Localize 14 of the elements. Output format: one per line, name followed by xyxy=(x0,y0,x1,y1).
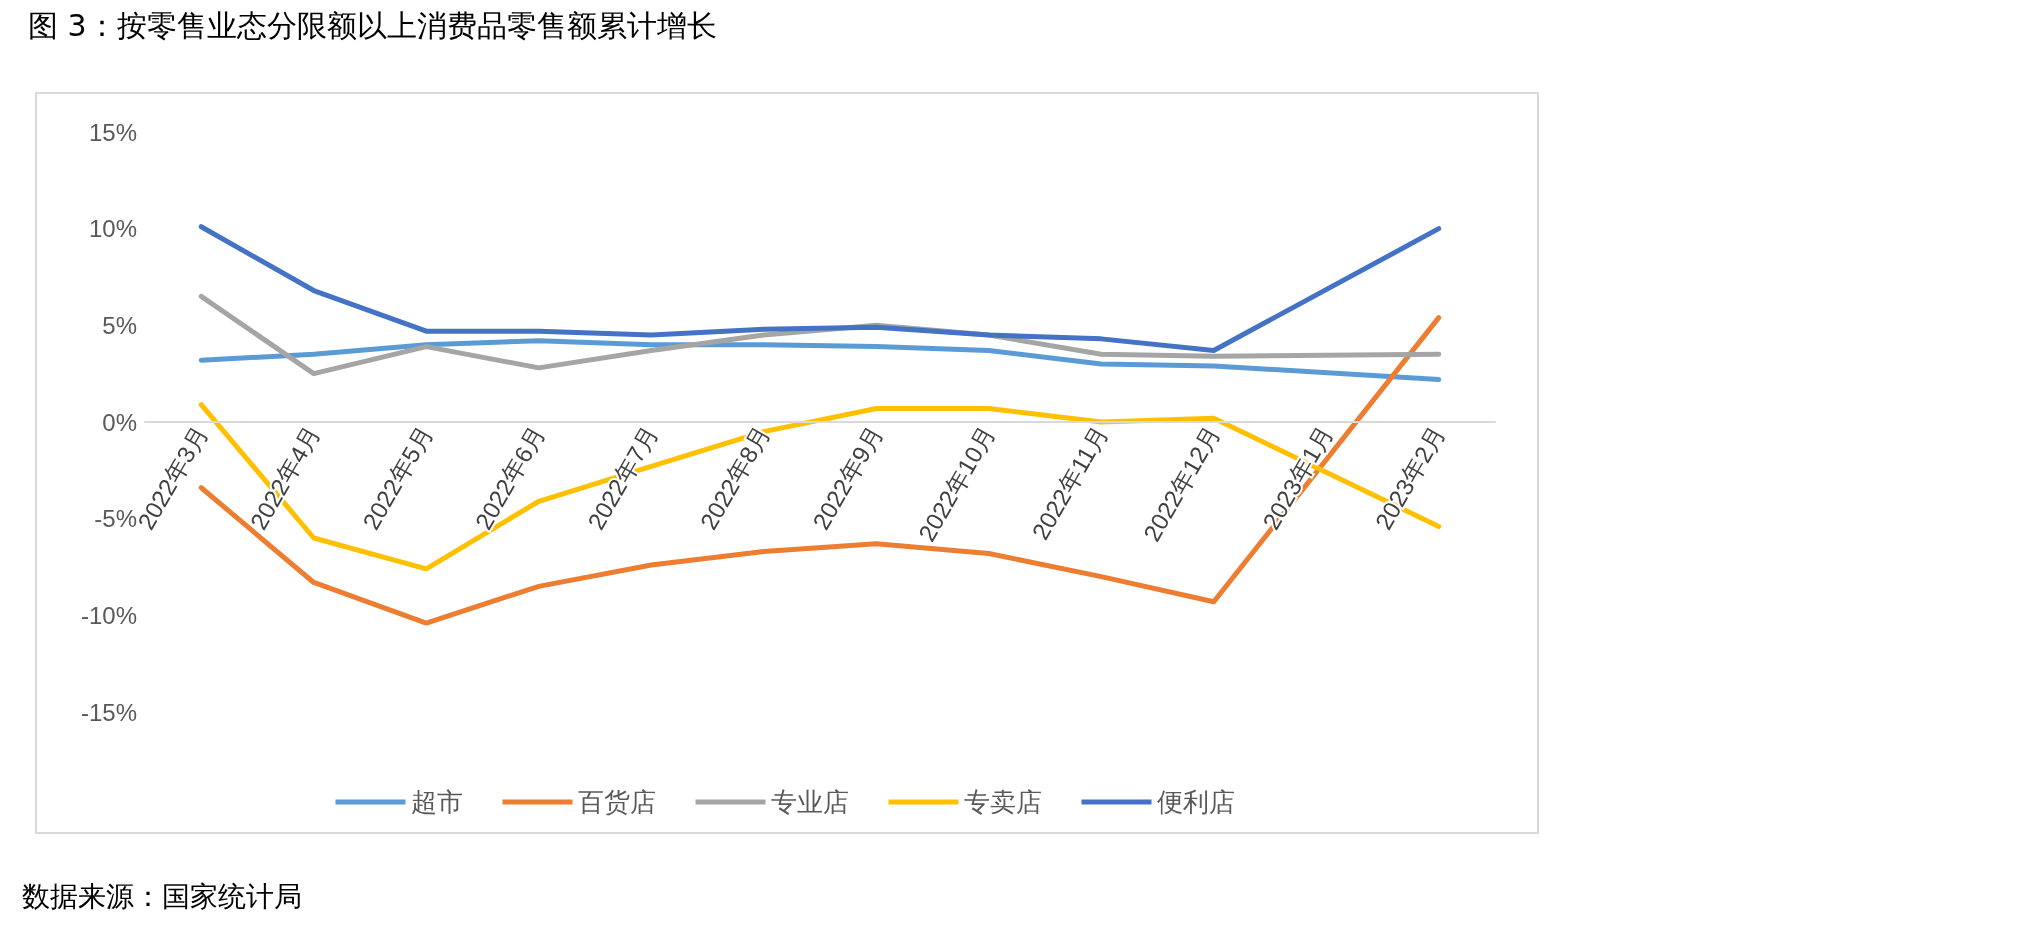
y-tick-label: 0% xyxy=(102,408,137,436)
source-note: 数据来源：国家统计局 xyxy=(22,879,302,915)
y-tick-label: 5% xyxy=(102,311,137,339)
chart-title: 图 3：按零售业态分限额以上消费品零售额累计增长 xyxy=(28,7,717,45)
y-tick-label: -5% xyxy=(94,505,137,533)
legend-label: 专业店 xyxy=(770,787,849,817)
legend-label: 便利店 xyxy=(1156,787,1235,817)
legend-label: 超市 xyxy=(410,787,463,817)
y-tick-label: -15% xyxy=(80,698,137,726)
y-tick-label: -10% xyxy=(80,601,137,629)
legend-label: 百货店 xyxy=(577,787,656,817)
y-tick-label: 15% xyxy=(88,118,137,146)
y-tick-label: 10% xyxy=(88,215,137,243)
legend-label: 专卖店 xyxy=(963,787,1042,817)
